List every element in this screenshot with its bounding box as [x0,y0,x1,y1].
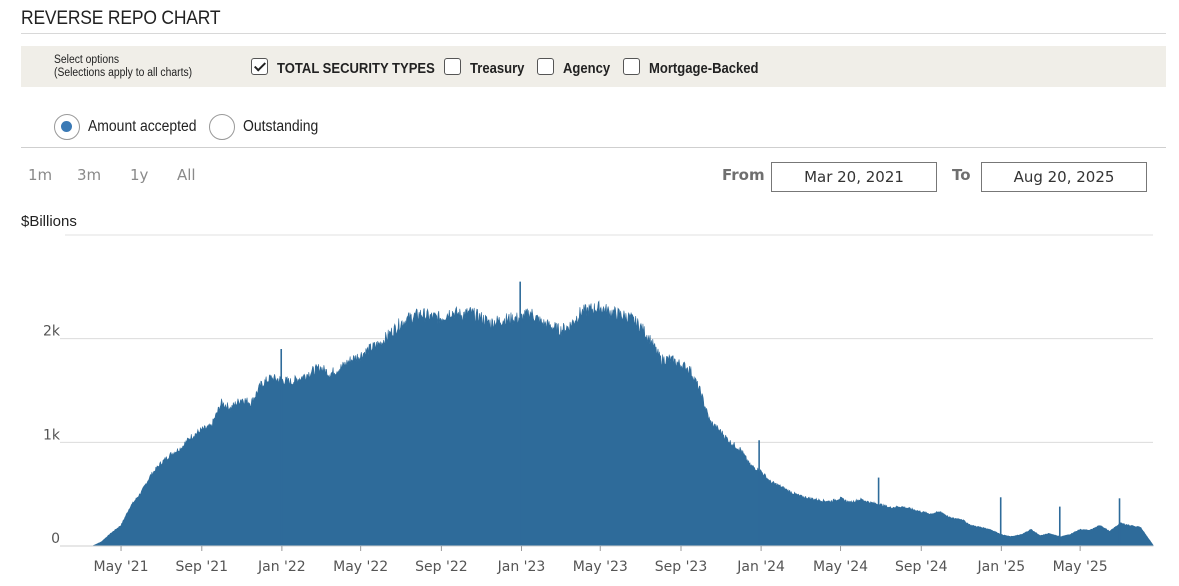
x-tick-label: Sep '24 [895,559,948,575]
checkbox-icon[interactable] [537,57,554,75]
range-button-1y[interactable]: 1y [130,166,149,184]
x-tick-label: May '23 [573,559,628,575]
checkbox-label: Agency [563,61,611,77]
radio-icon[interactable] [209,114,235,140]
range-button-1m[interactable]: 1m [28,166,53,184]
checkbox-total-security-types[interactable]: TOTAL SECURITY TYPES [251,55,452,77]
checkbox-icon[interactable] [623,57,640,75]
radio-selected-icon[interactable] [54,114,80,140]
x-tick-label: Sep '22 [415,559,468,575]
range-button-all[interactable]: All [177,166,196,184]
title-divider [21,33,1166,34]
series-area [93,300,1154,547]
checkbox-label: Mortgage-Backed [649,61,759,77]
radio-amount-accepted[interactable]: Amount accepted [54,114,209,140]
checkbox-icon[interactable] [444,57,461,75]
to-date-input[interactable]: Aug 20, 2025 [981,162,1147,192]
page-title: REVERSE REPO CHART [21,8,221,29]
from-date-input[interactable]: Mar 20, 2021 [771,162,937,192]
checkbox-label: Treasury [470,61,525,77]
y-tick-label: 2k [43,324,61,340]
options-help: Select options (Selections apply to all … [54,54,192,80]
checkbox-checked-icon[interactable] [251,57,268,75]
x-tick-label: Jan '23 [497,559,546,575]
x-tick-label: May '24 [813,559,868,575]
x-tick-label: Jan '24 [736,559,785,575]
radio-label: Amount accepted [88,118,197,135]
x-tick-label: Sep '23 [655,559,708,575]
y-tick-label: 0 [51,531,60,547]
y-tick-label: 1k [43,427,61,443]
x-tick-label: Jan '22 [257,559,306,575]
to-label: To [952,166,971,184]
x-tick-label: May '25 [1053,559,1108,575]
checkbox-treasury[interactable]: Treasury [444,55,530,77]
checkbox-agency[interactable]: Agency [537,55,615,77]
options-bar: Select options (Selections apply to all … [21,46,1166,87]
y-axis-unit-label: $Billions [21,213,77,230]
x-tick-label: Sep '21 [176,559,229,575]
checkbox-mortgage-backed[interactable]: Mortgage-Backed [623,55,771,77]
x-tick-label: May '21 [94,559,149,575]
x-tick-label: Jan '25 [977,559,1026,575]
radio-outstanding[interactable]: Outstanding [209,114,327,140]
range-button-3m[interactable]: 3m [77,166,102,184]
reverse-repo-chart: $Billions 0 1k 2k May '21 Sep '21 Jan '22 May… [21,213,1154,575]
options-help-line1: Select options [54,54,120,66]
options-help-line2: (Selections apply to all charts) [54,67,193,79]
from-label: From [722,166,765,184]
x-tick-label: May '22 [333,559,388,575]
checkbox-label: TOTAL SECURITY TYPES [277,61,435,77]
radio-label: Outstanding [243,118,319,135]
view-divider [21,147,1166,148]
